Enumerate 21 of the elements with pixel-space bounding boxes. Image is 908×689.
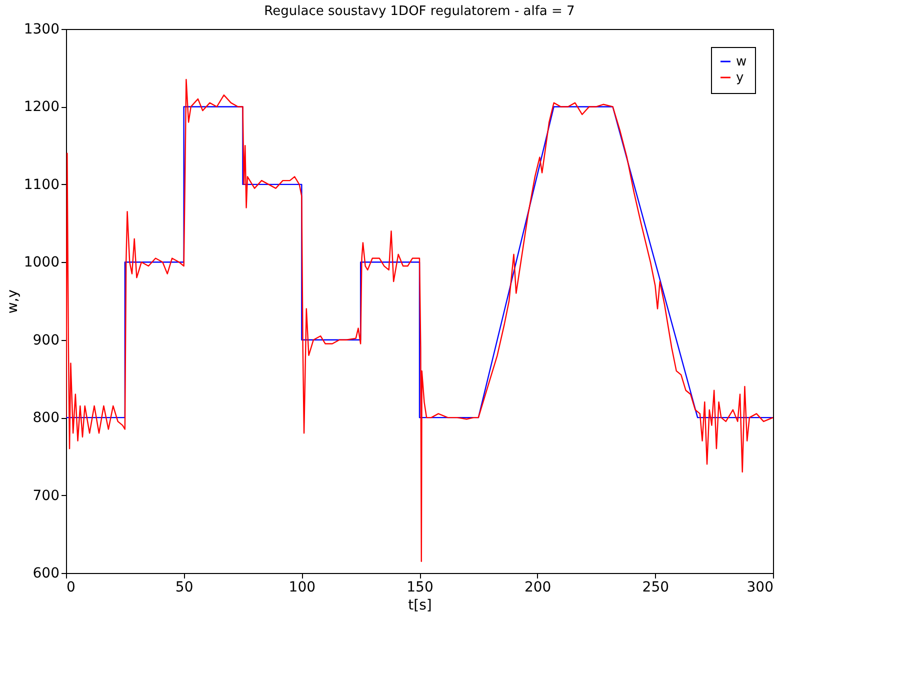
legend-label: w	[736, 54, 747, 70]
x-tick-label: 0	[66, 580, 76, 596]
y-tick-label: 1300	[24, 22, 60, 38]
y-tick-label: 600	[32, 566, 60, 582]
y-tick-label: 1000	[24, 254, 60, 271]
x-tick-label: 100	[288, 580, 316, 596]
legend-label: y	[736, 70, 744, 86]
line-series	[66, 106, 773, 418]
y-tick-label: 1100	[24, 176, 60, 193]
chart-title: Regulace soustavy 1DOF regulatorem - alfa = 7	[264, 4, 575, 19]
y-tick-label: 700	[32, 488, 60, 504]
y-axis-title: w,y	[4, 289, 21, 314]
y-tick-label: 1200	[24, 99, 60, 116]
x-tick-label: 300	[746, 580, 774, 596]
y-tick-label: 800	[32, 410, 60, 426]
x-axis-title: t[s]	[408, 598, 432, 614]
x-tick-label: 150	[406, 580, 434, 596]
x-tick-label: 250	[642, 580, 670, 596]
x-tick-label: 200	[524, 580, 552, 596]
x-tick-label: 50	[175, 580, 194, 596]
y-tick-label: 900	[32, 332, 60, 348]
